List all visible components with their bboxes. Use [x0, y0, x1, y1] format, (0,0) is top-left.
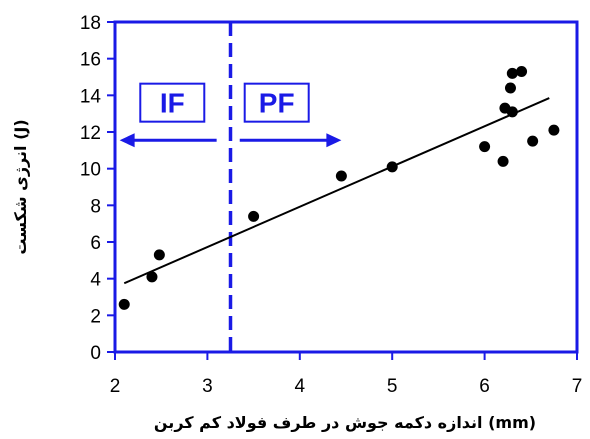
x-tick-label: 4 — [295, 376, 306, 397]
x-axis-ticks: 2 3 4 5 6 7 — [110, 352, 583, 397]
region-arrow-head — [119, 133, 135, 148]
y-tick-label: 6 — [90, 233, 101, 254]
y-tick-label: 16 — [80, 50, 101, 71]
x-tick-label: 5 — [387, 376, 398, 397]
data-point — [506, 106, 518, 118]
data-point — [479, 141, 491, 153]
y-tick-label: 8 — [90, 196, 101, 217]
trendline — [123, 97, 550, 285]
data-points — [118, 66, 560, 310]
x-tick-label: 6 — [479, 376, 490, 397]
y-axis-title: انرژی شکست (J) — [11, 119, 30, 254]
data-point — [153, 249, 165, 261]
data-point — [386, 161, 398, 173]
y-tick-label: 10 — [80, 160, 101, 181]
data-point — [548, 124, 560, 136]
data-point — [506, 67, 518, 79]
y-tick-label: 0 — [90, 343, 101, 364]
y-tick-label: 12 — [80, 123, 101, 144]
y-axis-ticks: 0 2 4 6 8 10 12 14 16 18 — [80, 13, 115, 364]
region-label-if: IF — [160, 88, 185, 119]
x-axis-title: اندازه دکمه جوش در طرف فولاد کم کربن (mm… — [154, 413, 536, 432]
data-point — [248, 210, 260, 222]
x-tick-label: 2 — [110, 376, 121, 397]
data-point — [146, 271, 158, 283]
region-label-box — [243, 82, 310, 123]
region-label-box — [139, 82, 206, 123]
y-tick-label: 4 — [90, 270, 101, 291]
y-tick-label: 18 — [80, 13, 101, 34]
data-point — [118, 298, 130, 310]
region-arrow-head — [326, 133, 342, 148]
data-point — [516, 66, 528, 77]
x-tick-label: 3 — [202, 376, 213, 397]
data-point — [504, 82, 516, 94]
data-point — [335, 170, 347, 182]
data-point — [497, 155, 509, 167]
x-tick-label: 7 — [572, 376, 583, 397]
y-tick-label: 2 — [90, 306, 101, 327]
y-tick-label: 14 — [80, 86, 102, 107]
data-point — [527, 135, 539, 147]
region-label-pf: PF — [259, 88, 295, 119]
fracture-regions: IF PF — [119, 82, 342, 148]
